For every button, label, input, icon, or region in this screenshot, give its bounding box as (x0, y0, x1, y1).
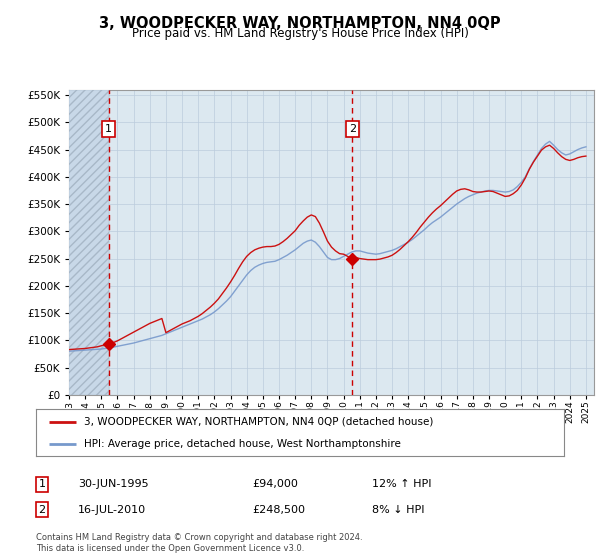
Text: HPI: Average price, detached house, West Northamptonshire: HPI: Average price, detached house, West… (83, 438, 400, 449)
Text: 12% ↑ HPI: 12% ↑ HPI (372, 479, 431, 489)
Text: Contains HM Land Registry data © Crown copyright and database right 2024.
This d: Contains HM Land Registry data © Crown c… (36, 533, 362, 553)
Text: £248,500: £248,500 (252, 505, 305, 515)
Text: 2: 2 (349, 124, 356, 134)
Text: 3, WOODPECKER WAY, NORTHAMPTON, NN4 0QP (detached house): 3, WOODPECKER WAY, NORTHAMPTON, NN4 0QP … (83, 417, 433, 427)
Text: 16-JUL-2010: 16-JUL-2010 (78, 505, 146, 515)
Text: 2: 2 (38, 505, 46, 515)
Text: 1: 1 (105, 124, 112, 134)
Text: £94,000: £94,000 (252, 479, 298, 489)
Text: Price paid vs. HM Land Registry's House Price Index (HPI): Price paid vs. HM Land Registry's House … (131, 27, 469, 40)
Text: 8% ↓ HPI: 8% ↓ HPI (372, 505, 425, 515)
Text: 3, WOODPECKER WAY, NORTHAMPTON, NN4 0QP: 3, WOODPECKER WAY, NORTHAMPTON, NN4 0QP (99, 16, 501, 31)
Text: 1: 1 (38, 479, 46, 489)
Text: 30-JUN-1995: 30-JUN-1995 (78, 479, 149, 489)
